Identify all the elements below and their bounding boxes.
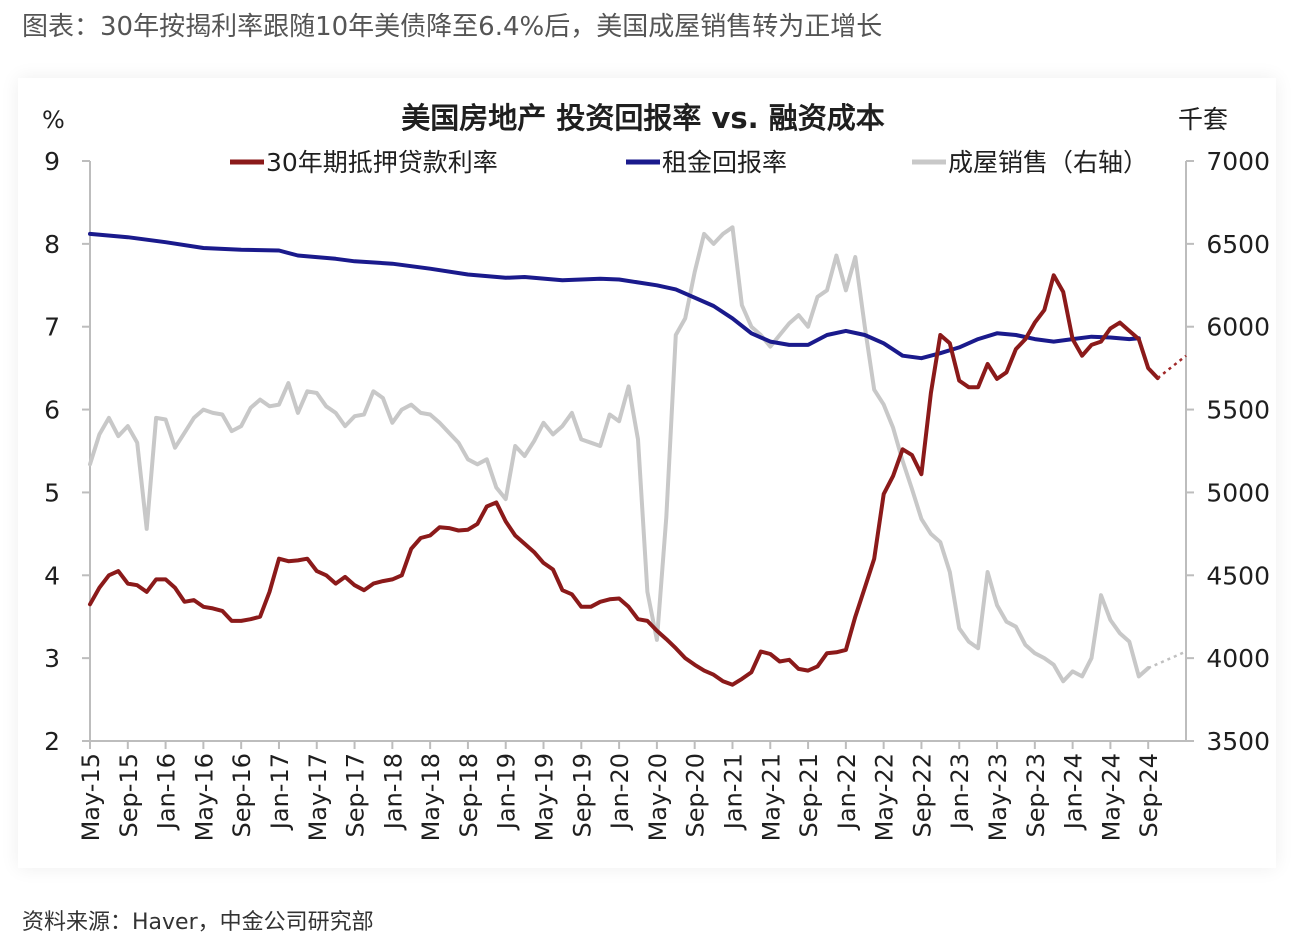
chart-legend: 30年期抵押贷款利率 租金回报率 成屋销售（右轴） (230, 148, 1148, 177)
x-tick-label: Jan-18 (379, 753, 407, 831)
legend-label: 成屋销售（右轴） (948, 148, 1148, 177)
series-line-mortgage-rate (88, 273, 1160, 687)
series-line-existing-home-sales (88, 225, 1151, 684)
left-tick-label: 9 (44, 147, 60, 176)
x-tick-label: Jan-20 (606, 753, 634, 831)
left-tick-label: 4 (44, 561, 60, 590)
x-tick-label: Jan-19 (493, 753, 521, 831)
left-tick-label: 2 (44, 727, 60, 756)
x-tick-label: May-22 (871, 753, 899, 841)
legend-label: 租金回报率 (662, 148, 787, 177)
x-tick-label: Sep-18 (455, 753, 483, 837)
left-tick-label: 7 (44, 313, 60, 342)
right-tick-label: 4500 (1206, 561, 1270, 590)
x-tick-label: Sep-23 (1022, 753, 1050, 837)
right-axis-unit: 千套 (1178, 105, 1228, 134)
x-tick-label: Sep-17 (342, 753, 370, 837)
series-forecast-existing-home-sales (1147, 650, 1187, 670)
x-tick-label: Jan-24 (1060, 753, 1088, 831)
source-note: 资料来源：Haver，中金公司研究部 (22, 910, 374, 935)
x-tick-label: Sep-19 (568, 753, 596, 837)
x-tick-label: May-15 (77, 753, 105, 841)
left-tick-label: 6 (44, 396, 60, 425)
x-tick-label: Sep-20 (682, 753, 710, 837)
figure-title: 图表：30年按揭利率跟随10年美债降至6.4%后，美国成屋销售转为正增长 (22, 12, 883, 42)
x-tick-label: May-18 (417, 753, 445, 841)
series-forecast-mortgage-rate (1156, 354, 1187, 380)
x-tick-label: Sep-15 (115, 753, 143, 837)
left-axis-unit: % (42, 106, 65, 134)
right-tick-label: 4000 (1206, 644, 1270, 673)
x-tick-label: May-19 (531, 753, 559, 841)
chart-title: 美国房地产 投资回报率 vs. 融资成本 (401, 101, 884, 135)
x-tick-label: May-16 (190, 753, 218, 841)
x-tick-label: May-24 (1097, 753, 1125, 841)
x-tick-label: Jan-23 (946, 753, 974, 831)
right-tick-label: 5000 (1206, 478, 1270, 507)
right-tick-label: 7000 (1206, 147, 1270, 176)
x-tick-label: Jan-17 (266, 753, 294, 831)
x-tick-label: May-21 (757, 753, 785, 841)
x-tick-label: Jan-21 (719, 753, 747, 831)
left-tick-label: 3 (44, 644, 60, 673)
x-tick-label: May-17 (304, 753, 332, 841)
series-line-rental-yield (88, 231, 1141, 361)
x-tick-label: Jan-22 (833, 753, 861, 831)
chart-panel (18, 78, 1276, 868)
right-tick-label: 6000 (1206, 313, 1270, 342)
right-tick-label: 5500 (1206, 396, 1270, 425)
x-tick-label: Sep-22 (908, 753, 936, 837)
left-tick-label: 5 (44, 478, 60, 507)
x-tick-label: Sep-16 (228, 753, 256, 837)
chart-series (88, 225, 1187, 687)
chart-axes: 9 8 7 6 5 4 3 2 7000 6500 6000 5500 5000 4500 4000 3500… (44, 147, 1270, 841)
right-tick-label: 3500 (1206, 727, 1270, 756)
x-tick-label: May-20 (644, 753, 672, 841)
x-tick-label: Sep-21 (795, 753, 823, 837)
legend-label: 30年期抵押贷款利率 (266, 148, 498, 177)
x-tick-label: Sep-24 (1135, 753, 1163, 837)
left-tick-label: 8 (44, 230, 60, 259)
right-tick-label: 6500 (1206, 230, 1270, 259)
x-tick-label: May-23 (984, 753, 1012, 841)
x-tick-label: Jan-16 (153, 753, 181, 831)
